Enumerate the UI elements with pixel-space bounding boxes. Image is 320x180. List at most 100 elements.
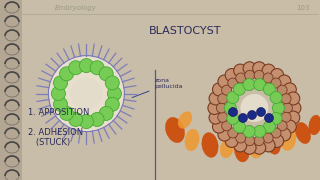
Circle shape <box>234 64 247 77</box>
Circle shape <box>105 97 119 111</box>
Circle shape <box>281 112 291 122</box>
Ellipse shape <box>185 129 199 151</box>
Ellipse shape <box>280 125 296 150</box>
Circle shape <box>263 73 273 83</box>
Circle shape <box>282 103 292 113</box>
Circle shape <box>271 69 284 82</box>
Circle shape <box>287 92 300 105</box>
Ellipse shape <box>266 132 280 154</box>
Ellipse shape <box>251 138 265 158</box>
Circle shape <box>263 121 276 133</box>
Text: 103: 103 <box>297 5 310 11</box>
Circle shape <box>236 133 246 143</box>
Circle shape <box>243 141 256 154</box>
Circle shape <box>271 134 284 147</box>
Circle shape <box>212 83 226 96</box>
Circle shape <box>228 78 238 88</box>
Circle shape <box>281 94 291 104</box>
Circle shape <box>243 79 255 91</box>
Circle shape <box>271 78 281 88</box>
Circle shape <box>216 103 227 113</box>
Circle shape <box>277 85 287 95</box>
Text: BLASTOCYST: BLASTOCYST <box>149 26 221 36</box>
Circle shape <box>254 79 266 91</box>
Circle shape <box>234 139 247 152</box>
Circle shape <box>79 59 93 73</box>
Circle shape <box>69 61 83 75</box>
Circle shape <box>283 83 296 96</box>
Circle shape <box>90 112 104 127</box>
Circle shape <box>69 112 83 127</box>
Ellipse shape <box>178 112 192 128</box>
Circle shape <box>233 121 245 133</box>
Ellipse shape <box>295 122 311 144</box>
Bar <box>155 0 320 180</box>
Circle shape <box>247 111 257 120</box>
Circle shape <box>238 114 247 123</box>
Circle shape <box>53 76 68 90</box>
Circle shape <box>278 128 291 141</box>
Text: 1. APPOSITION: 1. APPOSITION <box>28 108 89 117</box>
Circle shape <box>243 62 256 75</box>
Circle shape <box>209 92 222 105</box>
Circle shape <box>218 75 231 88</box>
Circle shape <box>70 78 102 110</box>
Text: 2. ADHESION
   (STUCK): 2. ADHESION (STUCK) <box>28 128 83 147</box>
Circle shape <box>243 125 255 137</box>
Circle shape <box>272 102 284 114</box>
Circle shape <box>228 128 238 138</box>
Circle shape <box>236 73 246 83</box>
Circle shape <box>262 64 275 77</box>
Circle shape <box>262 139 275 152</box>
Circle shape <box>79 115 93 129</box>
Circle shape <box>218 128 231 141</box>
Circle shape <box>240 94 268 122</box>
Circle shape <box>270 92 282 104</box>
Circle shape <box>48 56 124 132</box>
Circle shape <box>263 133 273 143</box>
Circle shape <box>52 87 65 101</box>
Circle shape <box>253 62 266 75</box>
Circle shape <box>233 83 245 95</box>
Circle shape <box>224 102 236 114</box>
Circle shape <box>222 121 232 131</box>
Circle shape <box>277 121 287 131</box>
Circle shape <box>99 67 113 81</box>
Circle shape <box>245 70 255 80</box>
Circle shape <box>218 112 228 122</box>
Circle shape <box>257 107 266 116</box>
Circle shape <box>254 70 264 80</box>
Circle shape <box>99 106 113 120</box>
Circle shape <box>278 75 291 88</box>
Ellipse shape <box>309 115 320 135</box>
Text: Embryology: Embryology <box>55 5 97 11</box>
Circle shape <box>225 134 238 147</box>
Circle shape <box>60 67 74 81</box>
Circle shape <box>225 69 238 82</box>
Circle shape <box>254 125 266 137</box>
Circle shape <box>212 120 226 133</box>
Circle shape <box>90 61 104 75</box>
Circle shape <box>287 111 300 124</box>
Circle shape <box>108 87 121 101</box>
Circle shape <box>53 97 68 111</box>
Circle shape <box>222 85 232 95</box>
Ellipse shape <box>220 138 234 158</box>
Ellipse shape <box>235 138 250 162</box>
Circle shape <box>227 112 239 124</box>
Circle shape <box>265 114 274 123</box>
Circle shape <box>263 83 276 95</box>
Ellipse shape <box>165 117 185 143</box>
Bar <box>0 0 22 180</box>
Circle shape <box>105 76 119 90</box>
Circle shape <box>209 111 222 124</box>
Circle shape <box>228 107 237 116</box>
Circle shape <box>60 106 74 120</box>
Circle shape <box>245 136 255 146</box>
Circle shape <box>253 141 266 154</box>
Circle shape <box>283 120 296 133</box>
Circle shape <box>270 112 282 124</box>
Circle shape <box>227 92 239 104</box>
Circle shape <box>288 102 301 114</box>
Circle shape <box>271 128 281 138</box>
